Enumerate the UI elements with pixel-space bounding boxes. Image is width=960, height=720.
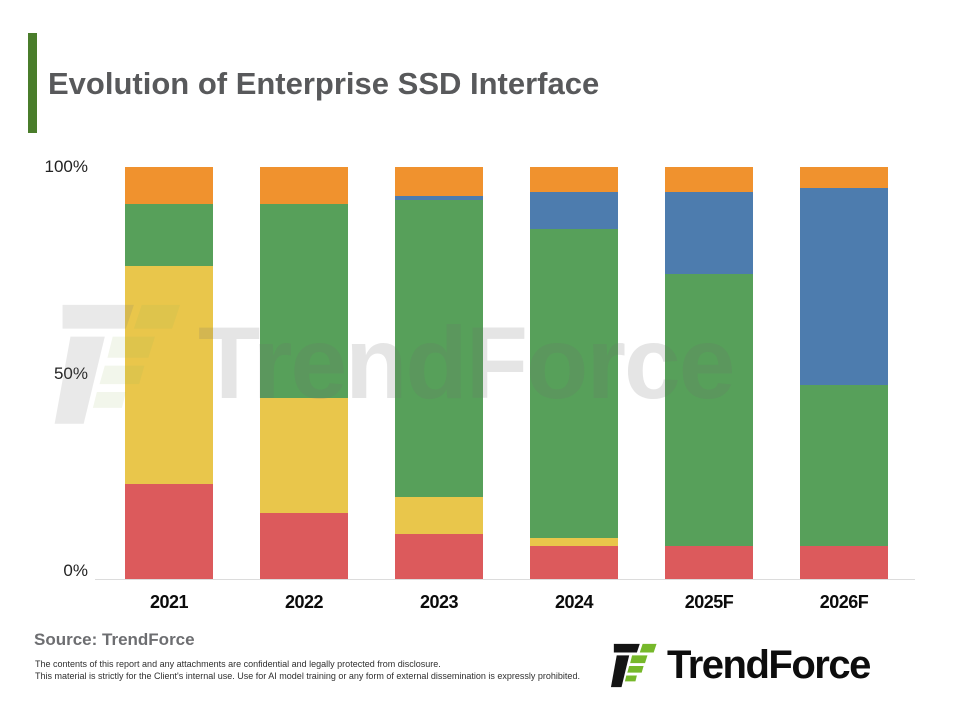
segment-2026F-red-segment	[800, 546, 888, 579]
y-axis-label-100: 100%	[44, 157, 88, 176]
segment-2026F-green-segment	[800, 385, 888, 547]
segment-2023-green-segment	[395, 199, 483, 497]
x-axis-label-2025F: 2025F	[684, 592, 734, 612]
trendforce-logo: TrendForce	[610, 641, 871, 689]
plot-area	[95, 167, 915, 580]
x-axis-label-2026F: 2026F	[819, 592, 869, 612]
segment-2023-red-segment	[395, 533, 483, 579]
segment-2025F-orange-segment	[665, 167, 753, 192]
y-axis-label-0: 0%	[63, 561, 88, 580]
segment-2024-red-segment	[530, 546, 618, 579]
segment-2026F-blue-segment	[800, 187, 888, 386]
segment-2022-green-segment	[260, 204, 348, 398]
segment-2024-blue-segment	[530, 191, 618, 229]
x-axis-label-2022: 2022	[284, 592, 324, 612]
segment-2023-yellow-segment	[395, 496, 483, 534]
disclaimer-line-1: The contents of this report and any atta…	[35, 659, 441, 669]
bar-2025F	[665, 166, 753, 579]
x-axis-line	[95, 579, 915, 580]
y-axis-label-50: 50%	[53, 364, 88, 383]
bar-2022	[260, 166, 348, 579]
segment-2024-orange-segment	[530, 167, 618, 192]
title-accent-bar	[28, 33, 37, 133]
segment-2024-yellow-segment	[530, 537, 618, 547]
bar-2023	[395, 166, 483, 579]
segment-2022-red-segment	[260, 513, 348, 579]
bar-2026F	[800, 166, 888, 579]
segment-2026F-orange-segment	[800, 167, 888, 188]
segment-2024-green-segment	[530, 228, 618, 538]
x-axis-label-2021: 2021	[149, 592, 189, 612]
disclaimer: The contents of this report and any atta…	[35, 659, 635, 682]
segment-2021-green-segment	[125, 204, 213, 266]
segment-2021-red-segment	[125, 484, 213, 579]
bar-2024	[530, 166, 618, 579]
bar-2021	[125, 166, 213, 579]
segment-2022-yellow-segment	[260, 397, 348, 514]
trendforce-logo-text: TrendForce	[667, 642, 871, 687]
x-axis-label-2023: 2023	[419, 592, 459, 612]
disclaimer-line-2: This material is strictly for the Client…	[35, 670, 580, 681]
segment-2021-yellow-segment	[125, 265, 213, 485]
source-label: Source: TrendForce	[34, 630, 195, 649]
segment-2023-blue-segment	[395, 195, 483, 200]
segment-2022-orange-segment	[260, 167, 348, 205]
x-axis-label-2024: 2024	[554, 592, 594, 612]
segment-2025F-green-segment	[665, 274, 753, 547]
x-axis-labels: 2021 2022 2023 2024 2025F 2026F	[95, 592, 915, 618]
segment-2025F-red-segment	[665, 546, 753, 579]
segment-2025F-blue-segment	[665, 191, 753, 275]
segment-2023-orange-segment	[395, 167, 483, 196]
page-title: Evolution of Enterprise SSD Interface	[48, 66, 600, 101]
trendforce-logo-icon	[610, 643, 657, 688]
segment-2021-orange-segment	[125, 167, 213, 205]
